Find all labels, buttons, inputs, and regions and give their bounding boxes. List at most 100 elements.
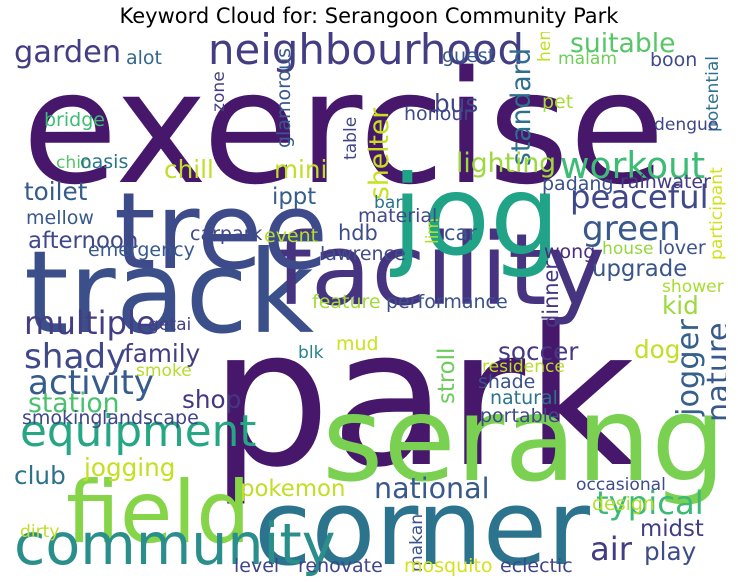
word-community: community (14, 512, 335, 576)
word-emergency: emergency (88, 239, 195, 261)
chart-title: Keyword Cloud for: Serangoon Community P… (119, 4, 619, 28)
word-smoke: smoke (136, 361, 192, 381)
word-play: play (644, 537, 696, 566)
word-design: design (592, 493, 655, 515)
word-typical: typical (596, 484, 704, 522)
word-standard: standard (506, 48, 537, 166)
word-jogging: jogging (83, 453, 175, 482)
word-potential: potential (703, 56, 723, 132)
word-facility: facility (276, 213, 605, 328)
word-house: house (602, 239, 654, 259)
word-makan: makan (407, 514, 427, 572)
word-heng: heng (535, 32, 555, 62)
word-green: green (582, 209, 681, 249)
word-event: event (264, 225, 318, 247)
word-shower: shower (662, 277, 725, 297)
word-serangoon: serangoon (322, 371, 726, 508)
word-oasis: oasis (80, 151, 128, 173)
word-shelter: shelter (364, 108, 395, 200)
word-table: table (341, 117, 361, 160)
word-landscape: landscape (102, 407, 199, 429)
word-eclectic: eclectic (500, 555, 573, 576)
word-exercise: exercise (22, 37, 665, 219)
word-station: station (28, 388, 120, 419)
word-track: track (24, 226, 314, 359)
word-lover: lover (658, 237, 706, 259)
word-park: park (210, 288, 635, 509)
word-bus: bus (434, 89, 478, 118)
word-national: national (374, 472, 490, 505)
word-carpark: carpark (190, 223, 262, 245)
word-mud: mud (336, 333, 379, 355)
word-jogger: jogger (671, 319, 706, 417)
word-midst: midst (640, 516, 704, 542)
word-chin: chin (56, 153, 92, 173)
word-equipment: equipment (20, 406, 256, 457)
word-mellow: mellow (26, 207, 94, 229)
word-ippt: ippt (272, 184, 316, 210)
word-toilet: toilet (24, 177, 88, 206)
word-material: material (358, 205, 437, 227)
word-cloud-canvas: park exercise cornerserangoontrackfacility… (14, 32, 726, 576)
word-peaceful: peaceful (570, 178, 709, 216)
word-lawrence: lawrence (320, 243, 406, 265)
word-rainwater: rainwater (620, 171, 711, 193)
word-mosquito: mosquito (404, 555, 493, 576)
word-natural: natural (490, 387, 558, 409)
word-guest: guest (442, 45, 495, 67)
word-getai: getai (148, 315, 191, 335)
word-air: air (590, 530, 633, 568)
word-nature: nature (701, 322, 726, 422)
word-lim: lim (423, 218, 443, 244)
word-shady: shady (24, 337, 126, 377)
word-garden: garden (14, 35, 121, 70)
word-zone: zone (209, 71, 229, 112)
word-cloud: park exercise cornerserangoontrackfacility… (14, 32, 726, 576)
word-stroll: stroll (434, 348, 460, 404)
word-field: field (66, 464, 251, 563)
word-dirty: dirty (20, 522, 59, 542)
word-workout: workout (560, 145, 705, 187)
word-neighbourhood: neighbourhood (208, 32, 524, 74)
word-padang: padang (542, 173, 614, 195)
word-kid: kid (662, 291, 699, 320)
word-malam: malam (558, 49, 617, 69)
word-renovate: renovate (298, 555, 383, 576)
word-afternoon: afternoon (28, 228, 138, 254)
word-portable: portable (480, 405, 560, 427)
word-residence: residence (482, 357, 565, 377)
word-dinner: dinner (539, 261, 563, 328)
word-alot: alot (126, 47, 162, 69)
word-glamorous: glamorous (273, 48, 295, 148)
word-soccer: soccer (498, 337, 579, 366)
word-car: car (444, 221, 477, 245)
word-jog: jog (390, 152, 560, 280)
word-tree: tree (114, 170, 328, 294)
word-boon: boon (650, 49, 697, 71)
word-pokemon: pokemon (240, 476, 345, 502)
word-shop: shop (182, 385, 241, 414)
word-blk: blk (298, 343, 324, 363)
word-dog: dog (634, 335, 680, 364)
word-participant: participant (707, 167, 726, 260)
word-suitable: suitable (570, 32, 675, 59)
word-lighting: lighting (456, 148, 556, 179)
word-wong: wong (544, 241, 595, 263)
word-level: level (234, 555, 279, 576)
word-hdb: hdb (338, 221, 378, 245)
word-shade: shade (478, 371, 535, 393)
word-club: club (14, 461, 66, 490)
word-performance: performance (386, 291, 508, 313)
word-multiple: multiple (24, 304, 156, 342)
word-pet: pet (542, 91, 573, 113)
word-activity: activity (28, 363, 154, 403)
word-chill: chill (164, 155, 214, 184)
word-family: family (124, 339, 200, 368)
word-occasional: occasional (576, 475, 666, 495)
word-honour: honour (404, 103, 471, 125)
word-dengue: dengue (654, 115, 718, 135)
word-feature: feature (312, 291, 381, 313)
word-corner: corner (254, 467, 590, 576)
word-bar: bar (374, 193, 403, 213)
word-bridge: bridge (44, 109, 105, 131)
